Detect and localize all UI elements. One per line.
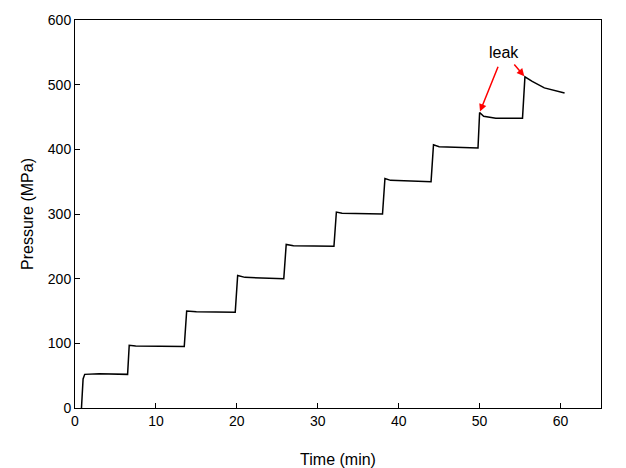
svg-text:40: 40: [391, 413, 407, 429]
svg-text:400: 400: [48, 141, 72, 157]
svg-text:600: 600: [48, 12, 72, 28]
svg-text:200: 200: [48, 271, 72, 287]
svg-text:300: 300: [48, 206, 72, 222]
svg-text:leak: leak: [489, 44, 519, 61]
svg-text:10: 10: [148, 413, 164, 429]
svg-text:20: 20: [229, 413, 245, 429]
svg-text:100: 100: [48, 335, 72, 351]
svg-text:0: 0: [63, 400, 71, 416]
svg-text:500: 500: [48, 77, 72, 93]
svg-text:0: 0: [71, 413, 79, 429]
svg-text:Time (min): Time (min): [300, 451, 376, 468]
svg-text:50: 50: [472, 413, 488, 429]
svg-text:Pressure (MPa): Pressure (MPa): [19, 158, 36, 270]
svg-text:30: 30: [310, 413, 326, 429]
svg-text:60: 60: [553, 413, 569, 429]
